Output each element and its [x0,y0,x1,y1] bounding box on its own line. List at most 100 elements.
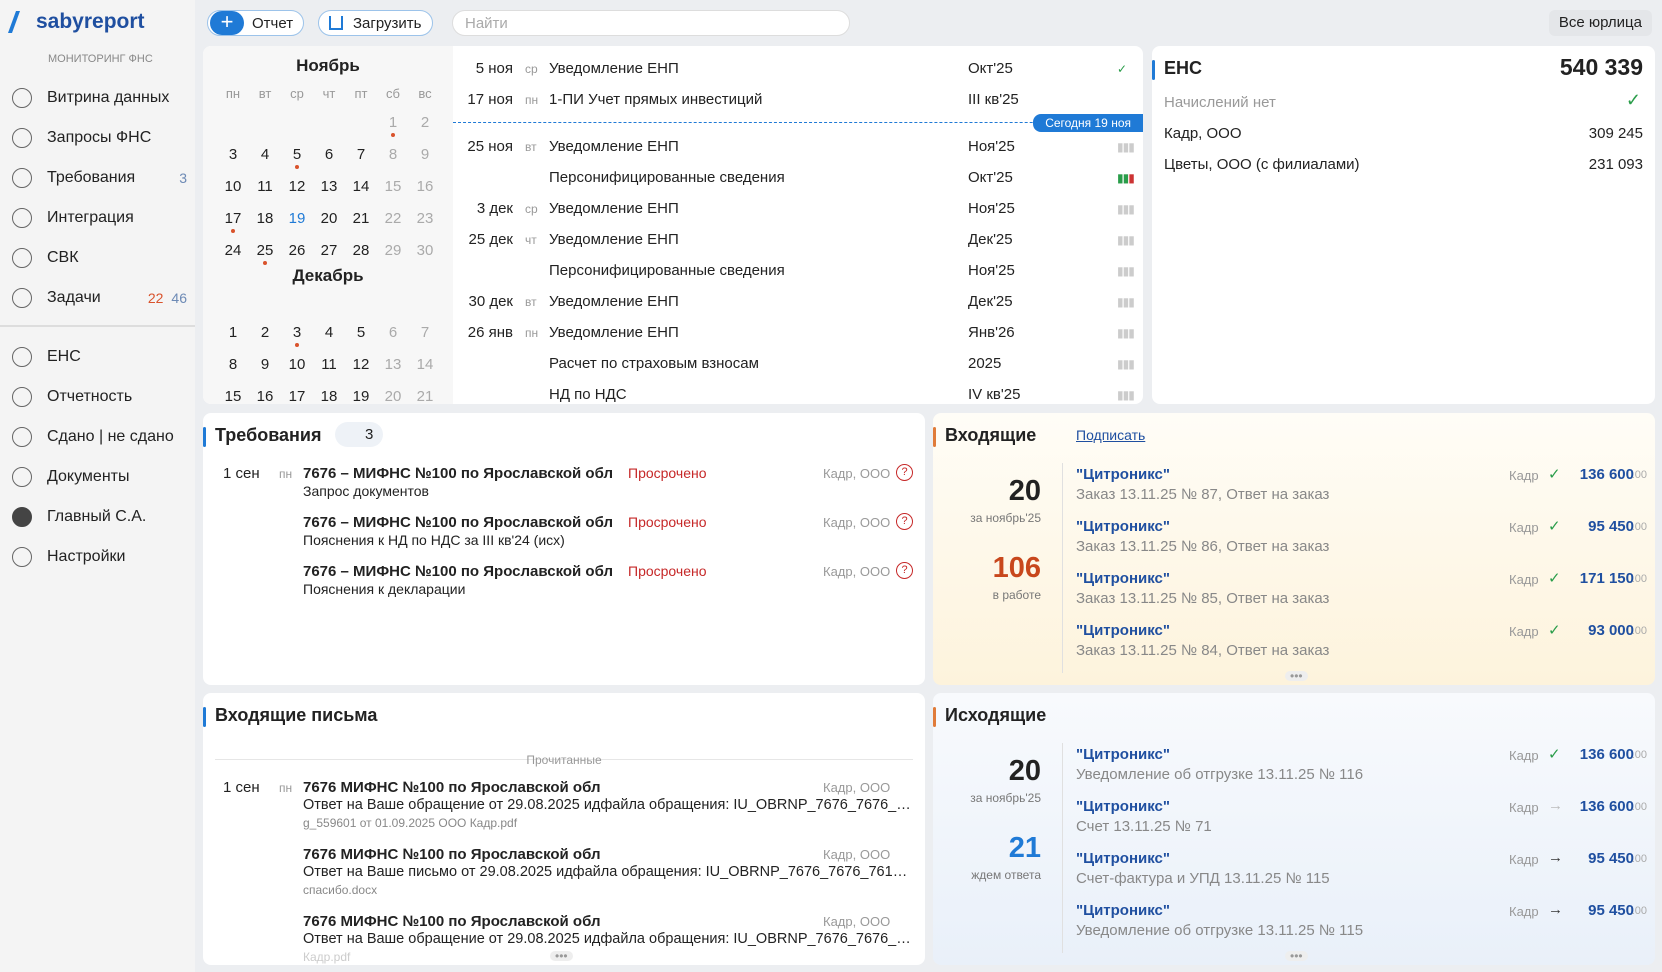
day[interactable]: 4 [260,146,270,163]
day[interactable]: 23 [416,210,434,227]
day[interactable]: 2 [420,114,430,131]
day[interactable]: 5 [281,146,313,169]
event-row[interactable]: 3 дек ср Уведомление ЕНП Ноя'25 ▮▮▮ [453,194,1143,225]
nav-item[interactable]: Главный С.А. [12,497,187,537]
nav-item[interactable]: Настройки [12,537,187,577]
day[interactable]: 13 [384,356,402,373]
day[interactable]: 10 [288,356,306,373]
nav-item[interactable]: ЕНС [12,337,187,377]
day[interactable]: 15 [224,388,242,404]
deal[interactable]: "Цитроникс" Уведомление об отгрузке 13.11… [933,746,1655,792]
day[interactable]: 3 [228,146,238,163]
search[interactable]: Найти [452,10,850,36]
day[interactable]: 29 [384,242,402,259]
day[interactable]: 5 [356,324,366,341]
day[interactable]: 26 [288,242,306,259]
nav-item[interactable]: Запросы ФНС [12,118,187,158]
day[interactable]: 7 [356,146,366,163]
day[interactable]: 11 [257,178,273,195]
letter[interactable]: 7676 МИФНС №100 по Ярославской обл Кадр, … [203,846,925,906]
org-filter[interactable]: Все юрлица [1548,10,1652,36]
day[interactable]: 21 [352,210,370,227]
day[interactable]: 7 [420,324,430,341]
deal[interactable]: "Цитроникс" Заказ 13.11.25 № 86, Ответ на… [933,518,1655,564]
day[interactable]: 18 [320,388,338,404]
day[interactable]: 20 [384,388,402,404]
logo[interactable]: sabyreport [7,10,145,34]
event-row[interactable]: Персонифицированные сведения Ноя'25 ▮▮▮ [453,256,1143,287]
day[interactable]: 16 [256,388,274,404]
day[interactable]: 6 [324,146,334,163]
event-row[interactable]: НД по НДС IV кв'25 ▮▮▮ [453,380,1143,404]
day[interactable]: 2 [260,324,270,341]
day[interactable]: 27 [320,242,338,259]
requirement[interactable]: 1 сен пн 7676 – МИФНС №100 по Ярославской … [203,464,925,509]
day[interactable]: 20 [320,210,338,227]
nav-item[interactable]: Требования 3 [12,158,187,198]
requirement[interactable]: 7676 – МИФНС №100 по Ярославской обл Пояс… [203,513,925,558]
event-row[interactable]: 25 дек чт Уведомление ЕНП Дек'25 ▮▮▮ [453,225,1143,256]
sender: 7676 МИФНС №100 по Ярославской обл [303,779,601,796]
nav-label: Требования [47,169,136,186]
day[interactable]: 6 [388,324,398,341]
report-button[interactable]: + Отчет [207,10,305,36]
nav-item[interactable]: Задачи 22 46 [12,278,187,318]
day[interactable]: 24 [224,242,242,259]
day[interactable]: 8 [228,356,238,373]
day[interactable]: 14 [352,178,370,195]
org: Кадр, ООО [823,780,891,795]
day[interactable]: 1 [377,114,409,137]
nav-item[interactable]: Документы [12,457,187,497]
ens-org[interactable]: Цветы, ООО (с филиалами) [1164,156,1360,173]
day[interactable]: 19 [352,388,370,404]
sign-link[interactable]: Подписать [1076,427,1146,443]
requirement[interactable]: 7676 – МИФНС №100 по Ярославской обл Пояс… [203,562,925,607]
deal[interactable]: "Цитроникс" Счет 13.11.25 № 71 Кадр → 136 60… [933,797,1655,844]
day[interactable]: 12 [288,178,306,195]
deal[interactable]: "Цитроникс" Счет-фактура и УПД 13.11.25 №… [933,849,1655,896]
upload-button[interactable]: Загрузить [318,10,433,36]
event-row[interactable]: 25 ноя вт Уведомление ЕНП Ноя'25 ▮▮▮ [453,132,1143,163]
day[interactable]: 17 [217,210,249,233]
event-row[interactable]: 30 дек вт Уведомление ЕНП Дек'25 ▮▮▮ [453,287,1143,318]
ens-org[interactable]: Кадр, ООО [1164,125,1242,142]
event-row[interactable]: 17 ноя пн 1-ПИ Учет прямых инвестиций III к… [453,85,1143,116]
day[interactable]: 3 [281,324,313,347]
day[interactable]: 28 [352,242,370,259]
day[interactable]: 18 [256,210,274,227]
deal[interactable]: "Цитроникс" Уведомление об отгрузке 13.11… [933,901,1655,948]
event-row[interactable]: Расчет по страховым взносам 2025 ▮▮▮ [453,349,1143,380]
day[interactable]: 9 [260,356,270,373]
day[interactable]: 19 [288,210,306,227]
day[interactable]: 11 [321,356,337,373]
day[interactable]: 4 [324,324,334,341]
nav-item[interactable]: Витрина данных [12,78,187,118]
day[interactable]: 12 [352,356,370,373]
day[interactable]: 17 [288,388,306,404]
deal[interactable]: "Цитроникс" Заказ 13.11.25 № 85, Ответ на… [933,570,1655,616]
day[interactable]: 22 [384,210,402,227]
day[interactable]: 10 [224,178,242,195]
nav-item[interactable]: Интеграция [12,198,187,238]
day[interactable]: 9 [420,146,430,163]
day[interactable]: 25 [249,242,281,265]
nav-item[interactable]: СВК [12,238,187,278]
event-row[interactable]: 5 ноя ср Уведомление ЕНП Окт'25 ✓ [453,54,1143,85]
event-row[interactable]: 26 янв пн Уведомление ЕНП Янв'26 ▮▮▮ [453,318,1143,349]
day[interactable]: 16 [416,178,434,195]
letter[interactable]: 7676 МИФНС №100 по Ярославской обл Кадр, … [203,913,925,965]
event-row[interactable]: Персонифицированные сведения Окт'25 ▮▮▮ [453,163,1143,194]
day[interactable]: 13 [320,178,338,195]
nav-item[interactable]: Сдано | не сдано [12,417,187,457]
letter[interactable]: 1 сен пн 7676 МИФНС №100 по Ярославской об… [203,779,925,839]
deal[interactable]: "Цитроникс" Заказ 13.11.25 № 84, Ответ на… [933,622,1655,668]
nav-item[interactable]: Отчетность [12,377,187,417]
day[interactable]: 21 [416,388,434,404]
weekday: вс [418,86,432,101]
deal[interactable]: "Цитроникс" Заказ 13.11.25 № 87, Ответ на… [933,466,1655,512]
day[interactable]: 30 [416,242,434,259]
day[interactable]: 14 [416,356,434,373]
day[interactable]: 1 [228,324,238,341]
day[interactable]: 15 [384,178,402,195]
day[interactable]: 8 [388,146,398,163]
